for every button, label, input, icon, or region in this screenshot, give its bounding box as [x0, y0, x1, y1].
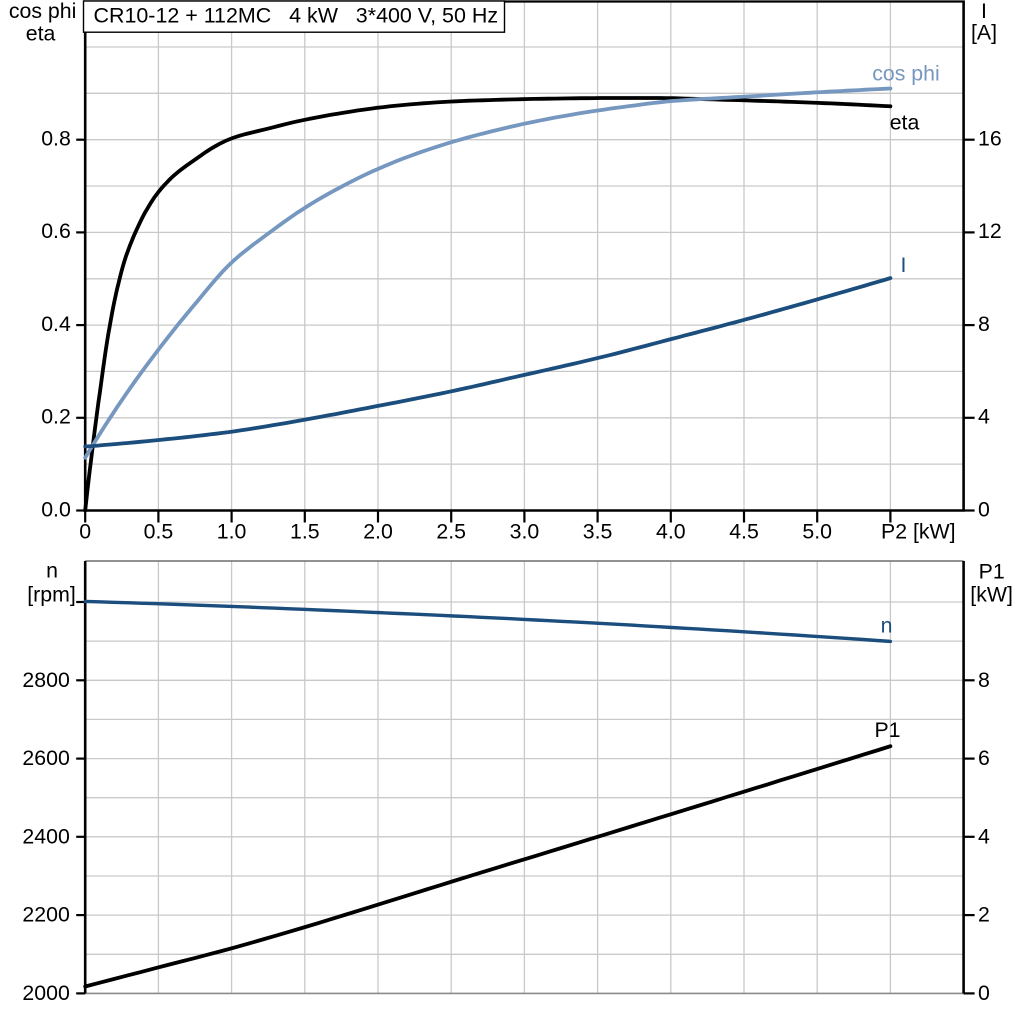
svg-text:2200: 2200 [22, 903, 70, 927]
svg-text:8: 8 [978, 668, 990, 692]
svg-text:0.6: 0.6 [41, 219, 71, 243]
svg-text:2800: 2800 [22, 668, 70, 692]
svg-text:4: 4 [978, 824, 990, 848]
svg-text:cos phi: cos phi [9, 0, 76, 23]
svg-text:0: 0 [79, 520, 91, 544]
svg-text:2: 2 [978, 903, 990, 927]
svg-text:1.0: 1.0 [217, 520, 247, 544]
svg-text:2600: 2600 [22, 746, 70, 770]
svg-text:eta: eta [26, 22, 56, 46]
svg-text:5.0: 5.0 [802, 520, 832, 544]
svg-text:0.4: 0.4 [41, 312, 71, 336]
svg-text:0.5: 0.5 [144, 520, 174, 544]
svg-text:16: 16 [978, 127, 1002, 151]
svg-text:4.0: 4.0 [656, 520, 686, 544]
svg-text:2000: 2000 [22, 981, 70, 1005]
svg-text:4.5: 4.5 [729, 520, 759, 544]
svg-text:6: 6 [978, 746, 990, 770]
svg-text:P1: P1 [979, 559, 1005, 583]
svg-text:[A]: [A] [971, 20, 997, 44]
svg-text:I: I [981, 0, 987, 23]
svg-text:3.0: 3.0 [510, 520, 540, 544]
svg-text:2.0: 2.0 [363, 520, 393, 544]
svg-text:eta: eta [890, 110, 920, 134]
svg-text:3.5: 3.5 [583, 520, 613, 544]
svg-text:I: I [901, 253, 907, 277]
svg-text:P1: P1 [874, 718, 900, 742]
svg-text:12: 12 [978, 219, 1002, 243]
svg-text:1.5: 1.5 [290, 520, 320, 544]
svg-text:2400: 2400 [22, 824, 70, 848]
svg-text:[kW]: [kW] [970, 582, 1013, 606]
svg-text:n: n [881, 614, 893, 638]
svg-text:0: 0 [978, 497, 990, 521]
svg-text:4: 4 [978, 405, 990, 429]
svg-text:0.8: 0.8 [41, 127, 71, 151]
svg-text:CR10-12 + 112MC 4 kW 3*400: CR10-12 + 112MC 4 kW 3*400 V, 50 Hz [94, 4, 499, 28]
svg-text:8: 8 [978, 312, 990, 336]
svg-text:0: 0 [978, 981, 990, 1005]
svg-text:cos phi: cos phi [872, 62, 939, 86]
svg-text:2.5: 2.5 [436, 520, 466, 544]
svg-text:n: n [46, 559, 58, 583]
svg-text:0.0: 0.0 [41, 497, 71, 521]
svg-text:[rpm]: [rpm] [27, 582, 76, 606]
svg-text:P2 [kW]: P2 [kW] [881, 520, 956, 544]
svg-text:0.2: 0.2 [41, 405, 71, 429]
